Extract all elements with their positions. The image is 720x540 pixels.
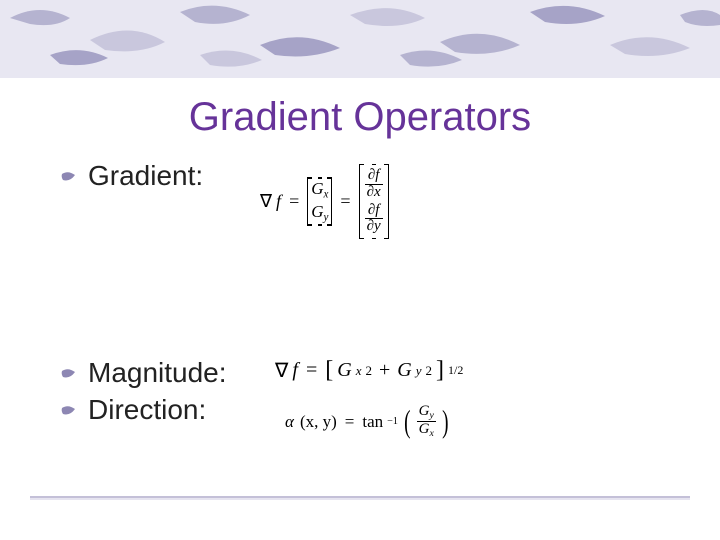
formula-gradient: ∇f = Gx Gy = ∂f ∂x ∂f ∂y: [260, 164, 680, 239]
slide-content: Gradient: ∇f = Gx Gy = ∂f ∂x ∂f ∂y: [60, 160, 680, 467]
args-xy: (x, y): [300, 412, 337, 432]
var-alpha: α: [285, 412, 294, 432]
bullet-icon: [60, 394, 88, 420]
equals: =: [340, 191, 350, 212]
nabla-symbol: ∇: [260, 191, 272, 212]
bullet-magnitude-label: Magnitude:: [88, 357, 227, 389]
formula-magnitude: ∇f = [ Gx2 + Gy2 ]1/2: [275, 357, 680, 384]
formula-direction: α(x, y) = tan−1 ( Gy Gx ): [285, 404, 680, 439]
bullet-icon: [60, 160, 88, 186]
equals: =: [306, 359, 317, 382]
slide-title: Gradient Operators: [0, 95, 720, 140]
equals: =: [345, 412, 355, 432]
swirl-pattern: [0, 0, 720, 78]
nabla-symbol: ∇: [275, 358, 288, 383]
fn-tan: tan: [362, 412, 383, 432]
rparen: ): [442, 410, 448, 432]
lparen: (: [404, 410, 410, 432]
vector-partials: ∂f ∂x ∂f ∂y: [359, 164, 389, 239]
vector-gxgy: Gx Gy: [307, 177, 332, 225]
bottom-divider: [30, 487, 690, 490]
var-f: f: [292, 359, 298, 382]
bullet-gradient-label: Gradient:: [88, 160, 203, 192]
bullet-icon: [60, 357, 88, 383]
bullet-direction-label: Direction:: [88, 394, 206, 426]
decorative-top-band: [0, 0, 720, 78]
var-f: f: [276, 191, 281, 212]
equals: =: [289, 191, 299, 212]
